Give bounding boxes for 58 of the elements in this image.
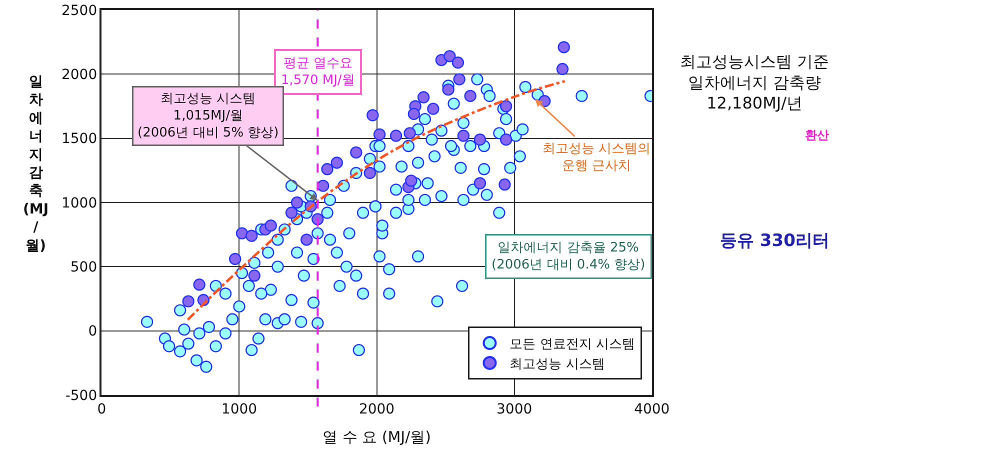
point [364,166,376,180]
point [464,90,476,102]
point [474,177,486,190]
y-tick-label: 1500 [61,131,98,148]
x-tick-label: 1000 [221,402,258,418]
y-tick-label: -500 [65,388,98,404]
point [405,174,418,187]
point [330,156,343,169]
point [193,278,206,291]
point [408,108,420,120]
point [457,130,470,142]
y-tick-label: 0 [88,324,98,340]
point [444,50,456,62]
point [556,62,569,76]
x-axis-title: 열 수 요 (MJ/월) [322,428,431,446]
annotation: 일차에너지 감축율 25% (2006년 대비 0.4% 향상) [492,240,646,272]
point [285,206,298,219]
point [373,128,386,141]
y-tick-label: 2500 [61,2,98,19]
point [558,41,570,54]
point [182,295,194,308]
point [500,134,512,146]
point [390,130,402,142]
point [404,127,416,140]
point [417,91,430,104]
text: 일차에너지감축(MJ/월) [23,74,49,254]
point [474,134,486,146]
text: 등유 330리터 [720,231,830,251]
point [246,230,258,242]
x-tick-label: 3000 [496,402,532,418]
point [321,163,334,176]
point [290,196,304,209]
point [500,100,512,112]
annotation: 최고성능 시스템 1,015MJ/월 (2006년 대비 5% 향상) [138,92,279,140]
point [452,56,464,69]
point [498,178,511,191]
point [366,109,379,122]
x-tick-label: 4000 [634,402,670,418]
y-tick-label: 1000 [61,195,98,212]
point [236,227,248,240]
point [453,73,466,86]
text: 환산 [805,128,829,142]
x-tick-label: 2000 [358,402,395,418]
point [317,180,330,192]
annotation: 최고성능 시스템의 운행 근사치 [542,142,651,174]
legend-label: 모든 연료전지 시스템 [510,337,635,352]
point [427,102,440,115]
point [442,83,454,96]
legend-label: 최고성능 시스템 [510,357,605,372]
point [229,252,242,266]
point [300,234,313,246]
text: 최고성능시스템 기준 일차에너지 감축량 12,180MJ/년 [680,52,830,113]
y-tick-label: 500 [70,260,98,276]
point [248,270,260,282]
point [350,146,362,159]
y-tick-label: 2000 [61,67,98,84]
point [264,220,277,232]
ref-line-label: 평균 열수요 1,570 MJ/월 [281,56,355,88]
